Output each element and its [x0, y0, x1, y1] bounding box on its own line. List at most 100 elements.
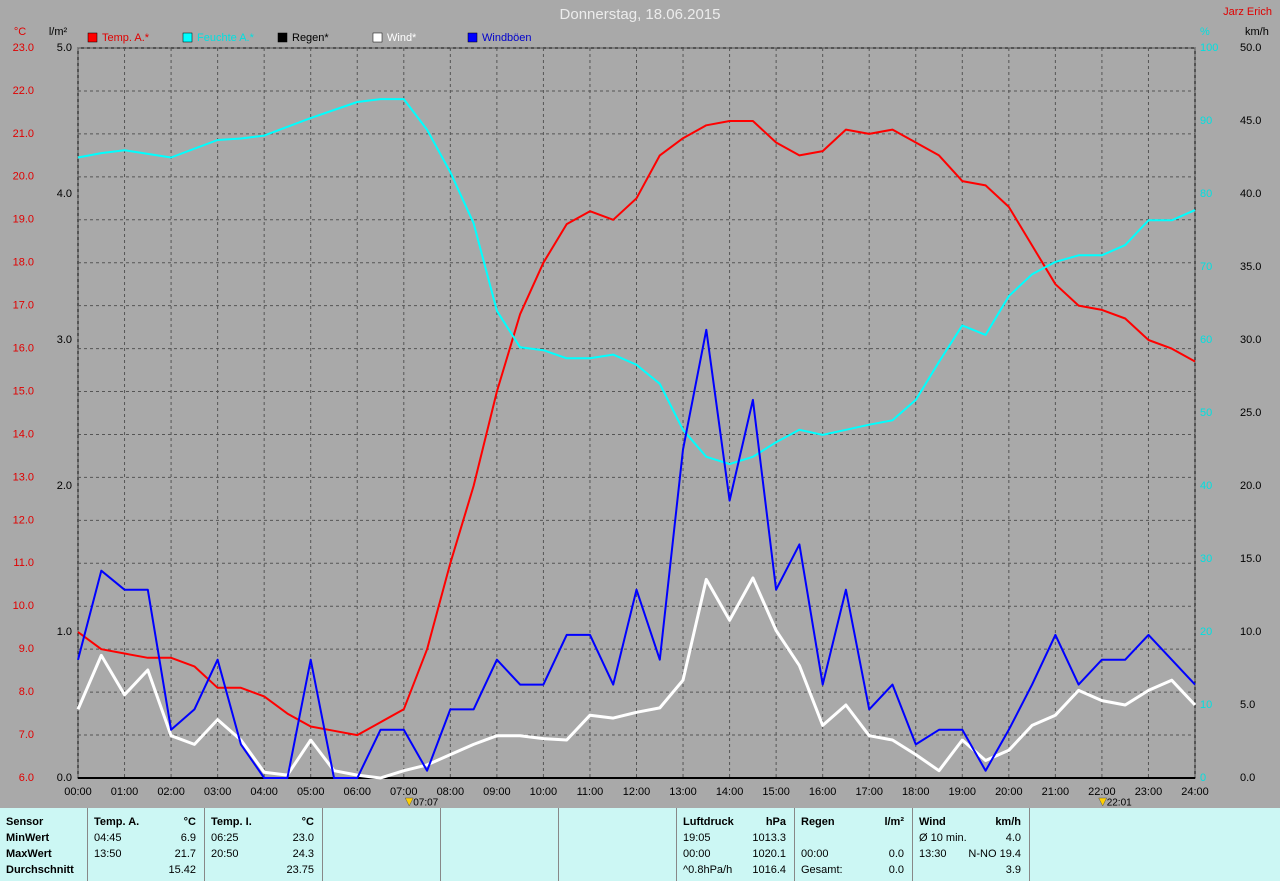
y-tick-label: 14.0 — [13, 428, 34, 440]
chart: Donnerstag, 18.06.2015 Jarz Erich 00:00 0… — [13, 6, 1272, 808]
y-tick-label: 25.0 — [1240, 407, 1261, 419]
y-tick-label: 10 — [1200, 699, 1212, 711]
y-tick-label: 1.0 — [57, 626, 72, 638]
series-line — [77, 120, 1196, 737]
cell-text: 04:45 — [94, 832, 122, 844]
table-row: MinWert — [6, 830, 79, 846]
cell-text: N-NO 19.4 — [968, 848, 1021, 860]
y-tick-label: 30 — [1200, 553, 1212, 565]
cell-text: °C — [301, 816, 314, 828]
table-column: Regen l/m² 00:00 0.0 Gesamt: 0.0 — [795, 808, 913, 881]
cell-text: MaxWert — [6, 848, 52, 860]
axis-unit: km/h — [1245, 26, 1269, 38]
x-tick-label: 05:00 — [297, 786, 325, 798]
cell-text: Sensor — [6, 816, 44, 828]
table-row: Temp. I. °C — [211, 814, 314, 830]
y-tick-label: 15.0 — [13, 385, 34, 397]
y-tick-label: 2.0 — [57, 480, 72, 492]
table-column: Luftdruck hPa 19:05 1013.3 00:00 1020.1 ^0.8hP… — [677, 808, 795, 881]
y-tick-label: 30.0 — [1240, 334, 1261, 346]
sun-marker — [404, 797, 414, 807]
cell-text: 15.42 — [168, 864, 196, 876]
y-tick-label: 40.0 — [1240, 188, 1261, 200]
table-row: 04:45 6.9 — [94, 830, 196, 846]
table-row: 00:00 0.0 — [801, 846, 904, 862]
y-tick-label: 11.0 — [13, 557, 34, 569]
table-row: Luftdruck hPa — [683, 814, 786, 830]
series-line — [76, 576, 1197, 780]
cell-text: km/h — [995, 816, 1021, 828]
legend-swatch — [467, 32, 478, 43]
x-tick-label: 08:00 — [437, 786, 465, 798]
cell-text: Regen — [801, 816, 835, 828]
y-tick-label: 20.0 — [1240, 480, 1261, 492]
cell-text: 20:50 — [211, 848, 239, 860]
table-row: Wind km/h — [919, 814, 1021, 830]
y-tick-label: 70 — [1200, 261, 1212, 273]
legend-label: Regen* — [292, 32, 329, 44]
x-tick-label: 03:00 — [204, 786, 232, 798]
x-tick-label: 15:00 — [762, 786, 790, 798]
sun-marker — [1098, 797, 1108, 807]
cell-text: 0.0 — [888, 864, 904, 876]
x-tick-label: 21:00 — [1042, 786, 1070, 798]
y-tick-label: 20.0 — [13, 171, 34, 183]
cell-text: 1013.3 — [752, 832, 786, 844]
table-row: 20:50 24.3 — [211, 846, 314, 862]
legend-label: Wind* — [387, 32, 417, 44]
cell-text: 00:00 — [801, 848, 829, 860]
axis-unit: l/m² — [49, 26, 68, 38]
cell-text: 21.7 — [174, 848, 196, 860]
y-tick-label: 5.0 — [1240, 699, 1255, 711]
y-tick-label: 3.0 — [57, 334, 72, 346]
x-tick-label: 01:00 — [111, 786, 139, 798]
y-tick-label: 19.0 — [13, 214, 34, 226]
table-row: Ø 10 min. 4.0 — [919, 830, 1021, 846]
table-row: 15.42 — [94, 862, 196, 878]
cell-text: 19:05 — [683, 832, 711, 844]
y-tick-label: 12.0 — [13, 514, 34, 526]
y-tick-label: 50 — [1200, 407, 1212, 419]
x-tick-label: 11:00 — [577, 786, 604, 798]
cell-text: Luftdruck — [683, 816, 734, 828]
legend-swatch — [372, 32, 383, 43]
y-tick-label: 7.0 — [19, 729, 34, 741]
empty-column — [559, 808, 677, 881]
y-tick-label: 90 — [1200, 115, 1212, 127]
cell-text: 0.0 — [888, 848, 904, 860]
x-tick-label: 23:00 — [1135, 786, 1163, 798]
table-row: 19:05 1013.3 — [683, 830, 786, 846]
x-tick-label: 12:00 — [623, 786, 651, 798]
y-tick-label: 60 — [1200, 334, 1212, 346]
x-tick-label: 17:00 — [855, 786, 883, 798]
table-row: Durchschnitt — [6, 862, 79, 878]
legend-label: Temp. A.* — [102, 32, 150, 44]
x-tick-label: 13:00 — [669, 786, 697, 798]
y-tick-label: 9.0 — [19, 643, 34, 655]
cell-text: Temp. I. — [211, 816, 252, 828]
table-row: 13:50 21.7 — [94, 846, 196, 862]
y-tick-label: 0 — [1200, 772, 1206, 784]
x-tick-label: 19:00 — [949, 786, 977, 798]
table-column: Temp. I. °C 06:25 23.0 20:50 24.3 23.75 — [205, 808, 323, 881]
cell-text: 1016.4 — [752, 864, 786, 876]
cell-text: l/m² — [884, 816, 904, 828]
y-tick-label: 16.0 — [13, 342, 34, 354]
y-tick-label: 23.0 — [13, 42, 34, 54]
table-row: 23.75 — [211, 862, 314, 878]
x-tick-label: 10:00 — [530, 786, 558, 798]
table-row: Gesamt: 0.0 — [801, 862, 904, 878]
y-tick-label: 35.0 — [1240, 261, 1261, 273]
legend-swatch — [182, 32, 193, 43]
table-row: 13:30 N-NO 19.4 — [919, 846, 1021, 862]
table-row: MaxWert — [6, 846, 79, 862]
table-row — [801, 830, 904, 846]
cell-text: 6.9 — [180, 832, 196, 844]
table-column: Temp. A. °C 04:45 6.9 13:50 21.7 15.42 — [88, 808, 205, 881]
y-tick-label: 6.0 — [19, 772, 34, 784]
y-tick-label: 40 — [1200, 480, 1212, 492]
cell-text: Ø 10 min. — [919, 832, 967, 844]
y-tick-label: 80 — [1200, 188, 1212, 200]
cell-text: 3.9 — [1005, 864, 1021, 876]
legend-label: Feuchte A.* — [197, 32, 255, 44]
